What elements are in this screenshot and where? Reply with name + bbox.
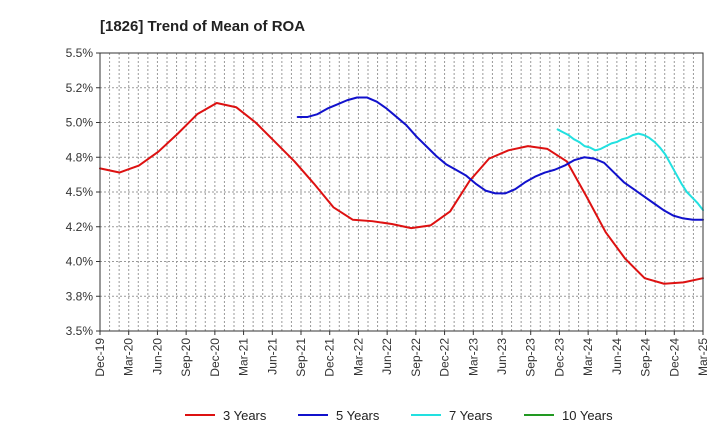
x-tick-label-7: Sep-21 [294, 338, 308, 377]
x-tick-label-1: Mar-20 [122, 338, 136, 376]
x-tick-label-15: Sep-23 [524, 338, 538, 377]
x-tick-label-0: Dec-19 [93, 338, 107, 377]
x-tick-label-16: Dec-23 [552, 338, 566, 377]
y-axis-ticks: 3.5% 3.8% 4.0% 4.2% 4.5% 4.8% 5.0% 5.2% 5.5% [66, 46, 100, 338]
y-tick-label-7: 5.2% [66, 81, 94, 95]
x-tick-label-9: Mar-22 [351, 338, 365, 376]
y-tick-label-2: 4.0% [66, 255, 94, 269]
x-tick-label-5: Mar-21 [237, 338, 251, 376]
x-tick-label-2: Jun-20 [150, 338, 164, 375]
x-tick-label-14: Jun-23 [495, 338, 509, 375]
y-tick-label-3: 4.2% [66, 220, 94, 234]
legend-label-10-years: 10 Years [562, 408, 613, 423]
series-lines [99, 96, 704, 285]
y-tick-label-5: 4.8% [66, 150, 94, 164]
y-tick-label-6: 5.0% [66, 116, 94, 130]
series-line-3-years [99, 102, 704, 285]
x-tick-label-17: Mar-24 [581, 338, 595, 376]
legend: 3 Years 5 Years 7 Years 10 Years [185, 408, 613, 423]
x-tick-label-20: Dec-24 [667, 338, 681, 377]
x-tick-label-18: Jun-24 [610, 338, 624, 375]
y-tick-label-0: 3.5% [66, 324, 94, 338]
x-tick-label-13: Mar-23 [466, 338, 480, 376]
y-tick-label-4: 4.5% [66, 185, 94, 199]
x-tick-label-19: Sep-24 [639, 338, 653, 377]
x-tick-label-8: Dec-21 [323, 338, 337, 377]
x-tick-label-11: Sep-22 [409, 338, 423, 377]
chart-title: [1826] Trend of Mean of ROA [100, 18, 305, 35]
x-tick-label-12: Dec-22 [438, 338, 452, 377]
x-tick-label-6: Jun-21 [265, 338, 279, 375]
series-line-7-years [556, 128, 704, 212]
x-tick-label-4: Dec-20 [208, 338, 222, 377]
x-tick-label-10: Jun-22 [380, 338, 394, 375]
y-tick-label-8: 5.5% [66, 46, 94, 60]
y-tick-label-1: 3.8% [66, 289, 94, 303]
series-line-5-years [296, 96, 704, 221]
legend-label-7-years: 7 Years [449, 408, 493, 423]
x-tick-label-21: Mar-25 [696, 338, 710, 376]
x-tick-label-3: Sep-20 [179, 338, 193, 377]
legend-label-3-years: 3 Years [223, 408, 267, 423]
legend-label-5-years: 5 Years [336, 408, 380, 423]
x-axis-ticks: Dec-19 Mar-20 Jun-20 Sep-20 Dec-20 Mar-21 Jun-… [93, 331, 710, 377]
